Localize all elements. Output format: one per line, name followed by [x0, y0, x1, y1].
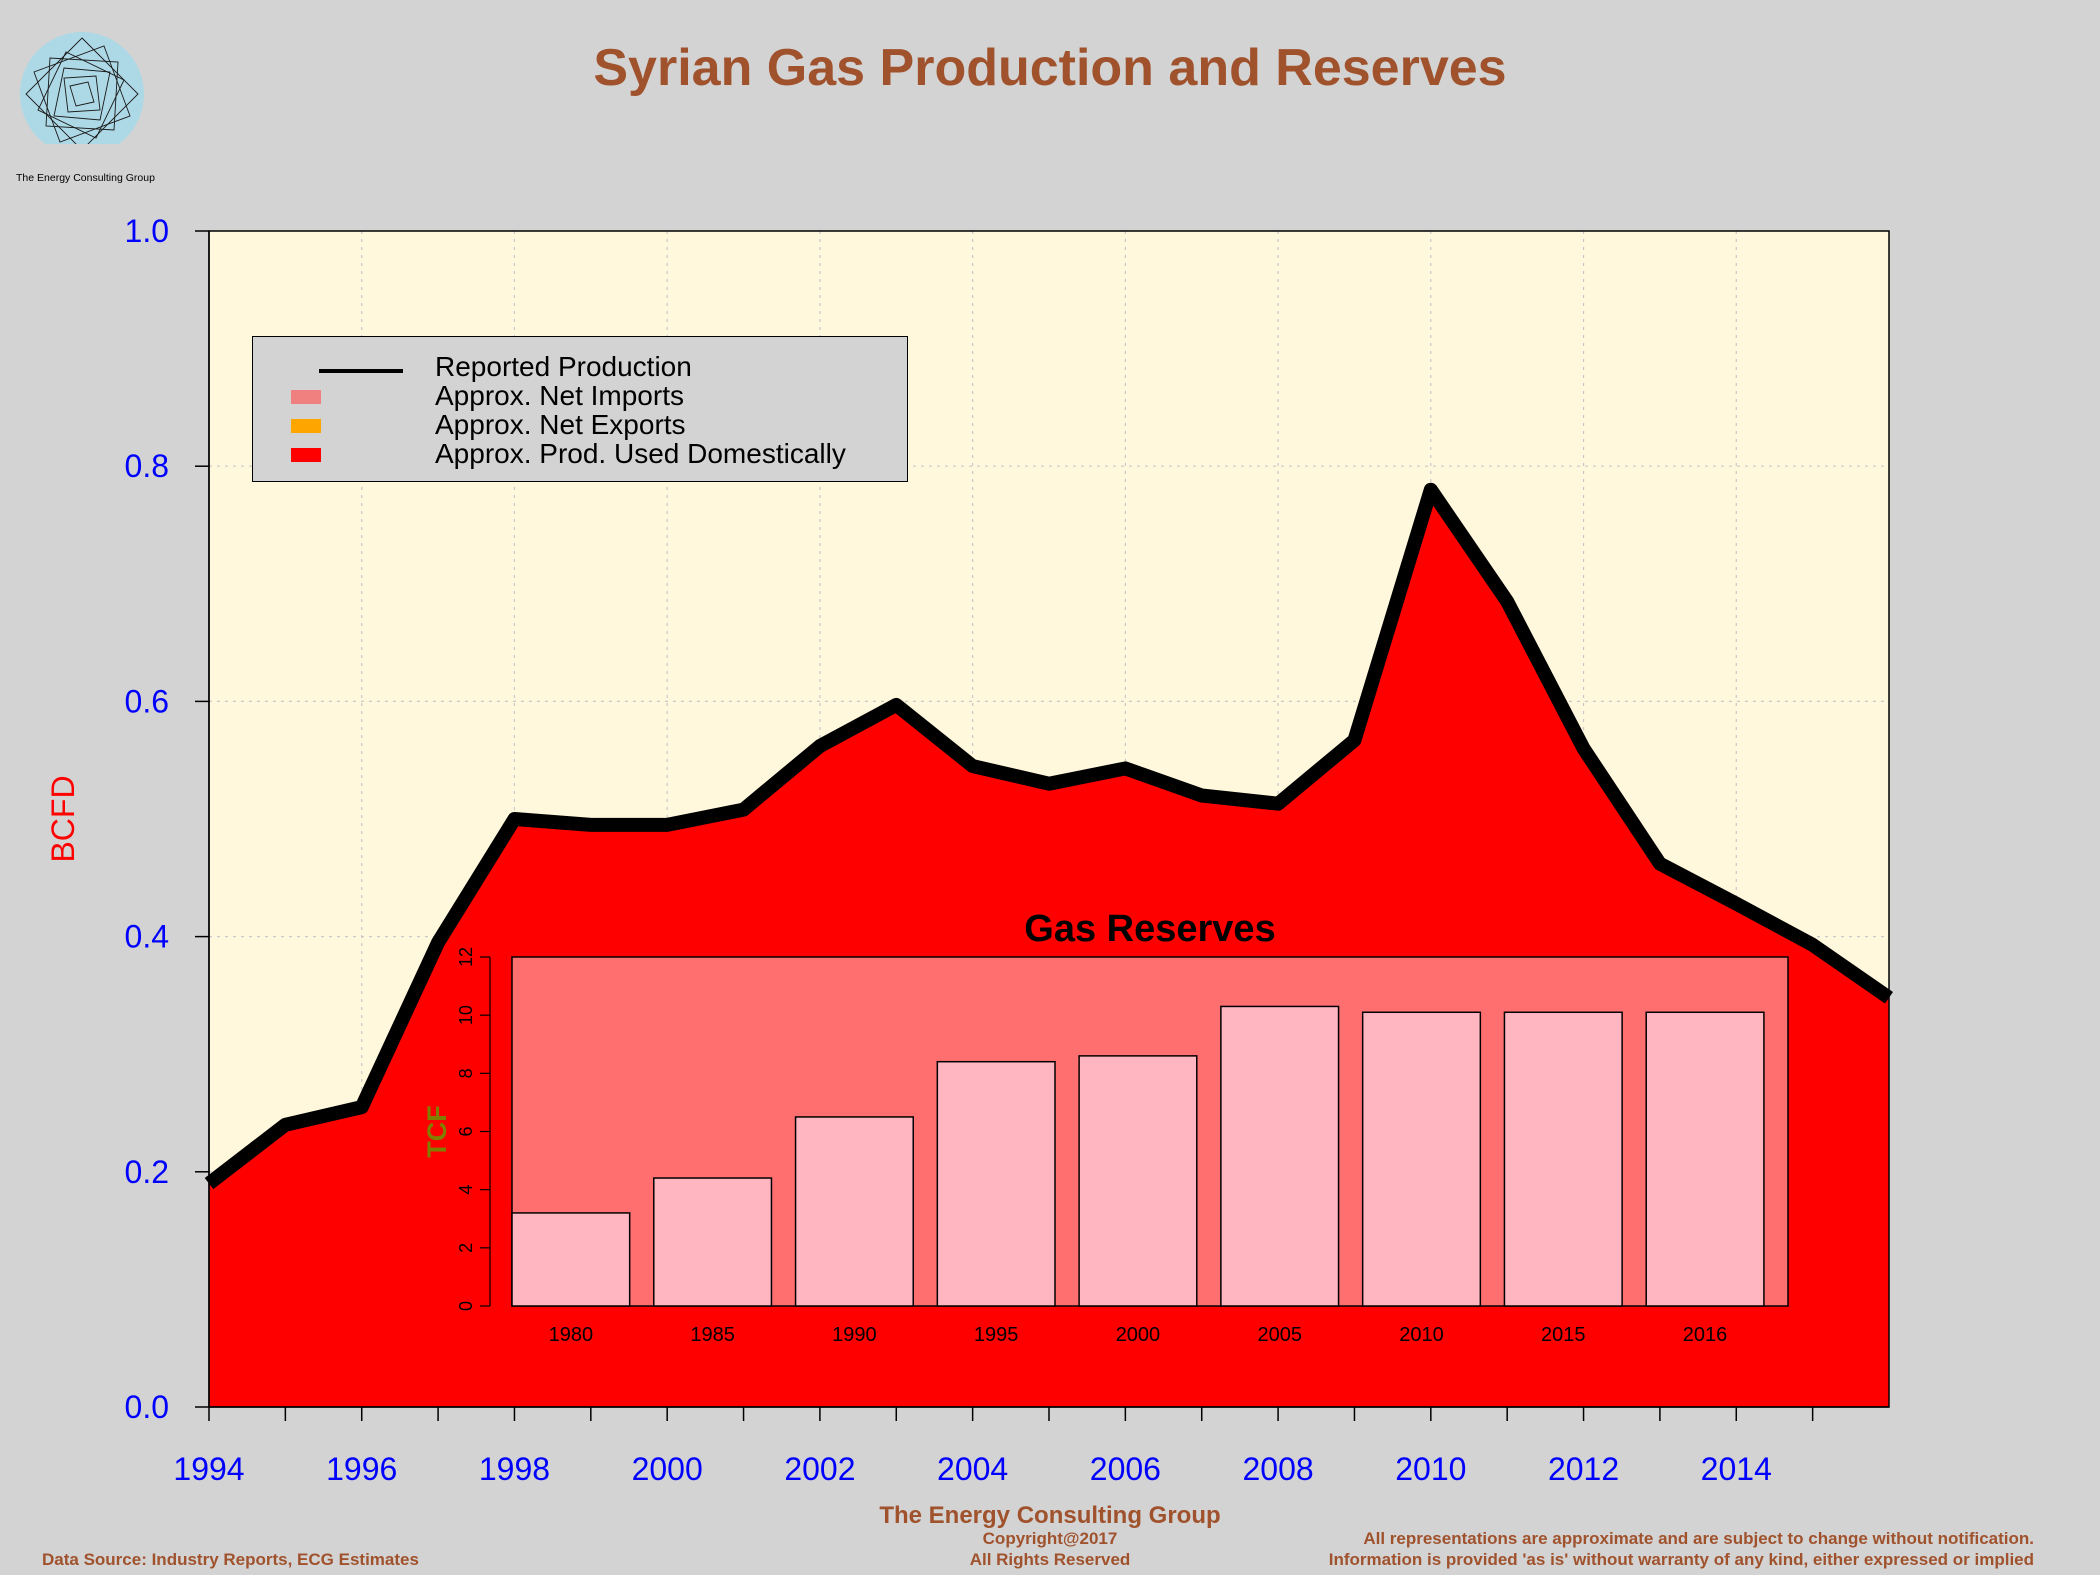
logo-caption: The Energy Consulting Group	[16, 172, 155, 184]
inset-y-axis-label: TCF	[422, 1105, 452, 1157]
production-line	[204, 482, 1893, 1190]
y-tick-label: 0.4	[125, 919, 169, 955]
legend-swatch	[291, 448, 321, 462]
x-tick-label: 2014	[1701, 1451, 1772, 1487]
legend-item-production: Reported Production	[253, 351, 907, 382]
x-tick-label: 2008	[1242, 1451, 1313, 1487]
reserve-bar	[653, 1177, 773, 1307]
footer-data-source: Data Source: Industry Reports, ECG Estim…	[42, 1550, 419, 1569]
reserve-bar	[1645, 1011, 1765, 1307]
reserve-bar	[1220, 1005, 1340, 1307]
reserves-inset: 1980 1985 1990 1995 2000 2005 2010 2015 2016 0 2 4 6…	[422, 908, 1789, 1346]
footer-copyright: Copyright@2017	[982, 1529, 1118, 1548]
y-tick-label: 0.8	[125, 448, 169, 484]
y-tick-label: 0.2	[125, 1154, 169, 1190]
inset-x-tick-label: 2015	[1541, 1324, 1586, 1346]
legend-label: Reported Production	[435, 351, 692, 382]
inset-x-tick-label: 2016	[1683, 1324, 1728, 1346]
x-tick-label: 1996	[326, 1451, 397, 1487]
x-tick-label: 2006	[1090, 1451, 1161, 1487]
reserve-bar	[936, 1060, 1056, 1307]
y-tick-label: 0.0	[125, 1389, 169, 1425]
x-tick-label: 2012	[1548, 1451, 1619, 1487]
y-axis-label: BCFD	[45, 775, 81, 862]
x-tick-label: 2010	[1395, 1451, 1466, 1487]
legend-swatch	[291, 419, 321, 433]
inset-x-tick-label: 1990	[832, 1324, 877, 1346]
legend-item-domestic: Approx. Prod. Used Domestically	[253, 438, 907, 469]
inset-x-tick-label: 2000	[1116, 1324, 1161, 1346]
inset-x-tick-label: 1985	[690, 1324, 735, 1346]
inset-y-tick-label: 10	[456, 1005, 476, 1025]
reserve-bar	[1078, 1055, 1198, 1307]
legend-item-exports: Approx. Net Exports	[253, 409, 907, 440]
footer-rights: All Rights Reserved	[969, 1550, 1131, 1569]
reserve-bar	[1503, 1011, 1623, 1307]
x-tick-label: 2000	[632, 1451, 703, 1487]
x-tick-label: 1998	[479, 1451, 550, 1487]
inset-y-tick-label: 0	[456, 1301, 476, 1311]
inset-y-tick-label: 4	[456, 1185, 476, 1195]
inset-x-tick-label: 1995	[974, 1324, 1019, 1346]
legend-line-swatch	[319, 369, 403, 373]
footer-disclaimer-2: Information is provided 'as is' without …	[1328, 1550, 2034, 1569]
reserve-bar	[1361, 1011, 1482, 1307]
inset-x-tick-label: 1980	[549, 1324, 594, 1346]
y-tick-label: 0.6	[125, 683, 169, 719]
legend: Reported Production Approx. Net Imports …	[252, 336, 908, 482]
x-tick-label: 2004	[937, 1451, 1008, 1487]
reserve-bar	[511, 1212, 631, 1307]
legend-label: Approx. Prod. Used Domestically	[435, 438, 846, 469]
reserve-bar	[794, 1116, 914, 1307]
x-tick-label: 1994	[173, 1451, 244, 1487]
legend-label: Approx. Net Imports	[435, 380, 684, 411]
inset-y-tick-label: 6	[456, 1126, 476, 1136]
chart-title: Syrian Gas Production and Reserves	[593, 39, 1507, 97]
inset-y-tick-label: 12	[456, 947, 476, 967]
footer-disclaimer-1: All representations are approximate and …	[1363, 1529, 2034, 1548]
legend-swatch	[291, 390, 321, 404]
inset-y-tick-label: 8	[456, 1068, 476, 1078]
footer-company: The Energy Consulting Group	[879, 1502, 1221, 1529]
inset-title: Gas Reserves	[1024, 908, 1275, 950]
inset-y-tick-label: 2	[456, 1243, 476, 1253]
legend-label: Approx. Net Exports	[435, 409, 686, 440]
x-tick-label: 2002	[784, 1451, 855, 1487]
legend-item-imports: Approx. Net Imports	[253, 380, 907, 411]
y-tick-label: 1.0	[125, 213, 169, 249]
inset-x-tick-label: 2010	[1399, 1324, 1444, 1346]
inset-x-tick-label: 2005	[1257, 1324, 1302, 1346]
